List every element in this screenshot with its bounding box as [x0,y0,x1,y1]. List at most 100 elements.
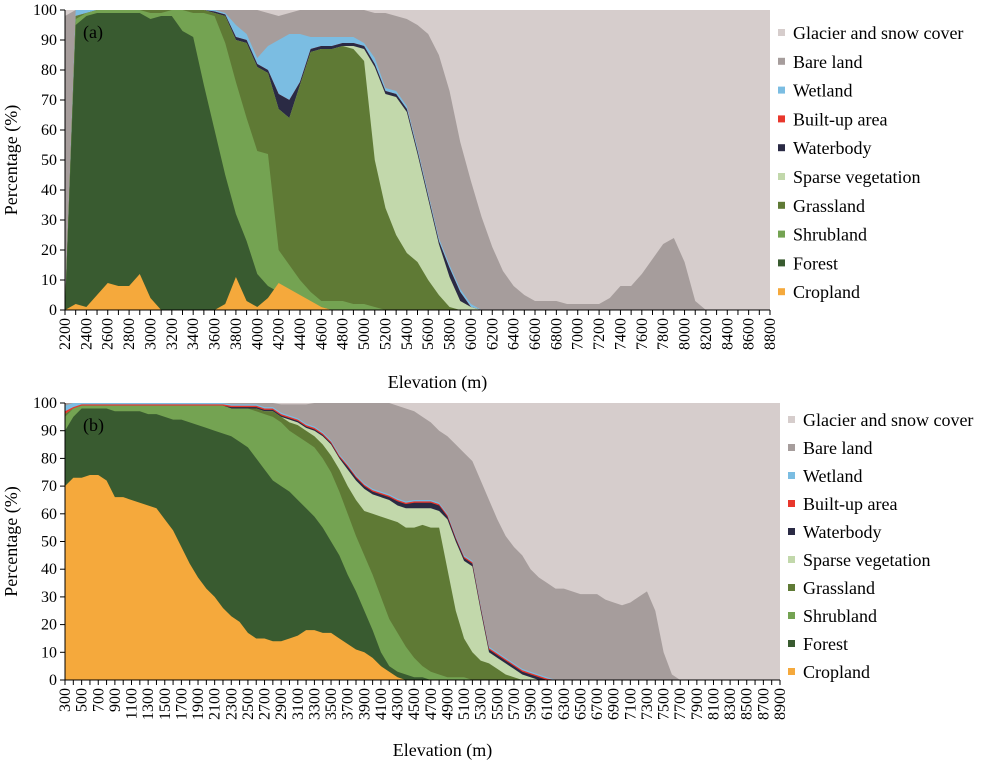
area-cropland [65,274,482,310]
legend-label-shrubland: Shrubland [803,606,877,626]
legend-swatch-sparse-vegetation [778,173,785,180]
x-tick-label: 1500 [157,688,174,720]
x-tick-label: 8300 [722,688,739,720]
x-tick-label: 3000 [142,318,159,350]
x-tick-label: 7100 [622,688,639,720]
x-tick-label: 8800 [762,318,779,350]
stacked-area-chart-b: 0 10 20 30 40 50 60 70 80 90 100 300 500 700 900 1100 13… [1,395,973,761]
x-tick-label: 5900 [523,688,540,720]
x-tick-label: 6500 [572,688,589,720]
y-tick-label: 10 [41,644,57,661]
stacked-area-chart-a: 0 10 20 30 40 50 60 70 80 90 100 2200 2400 2600 2800 30… [1,2,963,392]
legend-swatch-forest [778,259,785,267]
x-tick-label: 300 [57,688,74,712]
y-tick-label: 70 [41,478,57,495]
x-tick-label: 7200 [591,318,608,350]
x-tick-label: 5000 [356,318,373,350]
y-tick-label: 60 [41,122,57,139]
x-tick-label: 6900 [606,688,623,720]
legend-swatch-sparse-vegetation [788,556,795,563]
y-tick-label: 0 [49,672,57,689]
y-axis-title: Percentage (%) [1,486,22,596]
legend-label-waterbody: Waterbody [793,138,872,158]
x-tick-label: 1900 [190,688,207,720]
legend-label-shrubland: Shrubland [793,225,867,245]
legend-label-glacier-and-snow-cover: Glacier and snow cover [803,410,973,430]
x-tick-label: 4200 [271,318,288,350]
x-tick-label: 6700 [589,688,606,720]
x-tick-label: 8200 [698,318,715,350]
x-tick-label: 700 [90,688,107,712]
legend-swatch-waterbody [788,528,795,535]
x-tick-label: 3800 [228,318,245,350]
x-tick-label: 6200 [484,318,501,350]
x-tick-label: 5100 [456,688,473,720]
y-tick-label: 70 [41,92,57,109]
legend-label-sparse-vegetation: Sparse vegetation [793,167,920,187]
legend-swatch-built-up-area [778,115,785,123]
y-tick-label: 100 [33,395,57,412]
x-tick-label: 1700 [173,688,190,720]
area-forest [65,13,482,310]
x-tick-label: 2100 [207,688,224,720]
legend-swatch-shrubland [788,612,795,619]
x-tick-label: 4500 [406,688,423,720]
x-tick-label: 7000 [570,318,587,350]
x-tick-label: 3200 [164,318,181,350]
x-tick-label: 3900 [356,688,373,720]
legend-swatch-shrubland [778,230,785,238]
legend-label-wetland: Wetland [803,466,863,486]
x-tick-label: 4300 [390,688,407,720]
x-tick-label: 6000 [463,318,480,350]
legend-swatch-grassland [778,201,785,209]
x-tick-label: 8900 [772,688,789,720]
x-tick-label: 5200 [377,318,394,350]
x-tick-label: 2800 [121,318,138,350]
area-cropland [65,475,556,680]
x-tick-label: 2700 [257,688,274,720]
x-tick-label: 7900 [689,688,706,720]
x-tick-label: 2900 [273,688,290,720]
y-tick-label: 50 [41,534,57,551]
legend-label-bare-land: Bare land [803,438,872,458]
x-tick-label: 500 [74,688,91,712]
x-tick-label: 1100 [124,688,141,719]
legend-label-built-up-area: Built-up area [803,494,897,514]
legend-swatch-waterbody [778,144,785,152]
panel-label: (b) [83,415,104,436]
x-tick-label: 3100 [290,688,307,720]
x-tick-label: 8000 [677,318,694,350]
legend-swatch-wetland [788,472,795,479]
legend-swatch-glacier-and-snow-cover [778,29,785,36]
x-tick-label: 7500 [656,688,673,720]
y-tick-label: 20 [41,617,57,634]
y-tick-label: 60 [41,506,57,523]
y-axis-title: Percentage (%) [1,105,22,215]
x-tick-label: 4100 [373,688,390,720]
x-tick-label: 6300 [556,688,573,720]
chart-panel-b: 0 10 20 30 40 50 60 70 80 90 100 300 500 700 900 1100 13… [0,392,1000,762]
y-tick-label: 90 [41,32,57,49]
y-tick-label: 10 [41,272,57,289]
legend-swatch-bare-land [788,444,795,451]
legend-label-forest: Forest [793,253,838,273]
x-tick-label: 4700 [423,688,440,720]
x-tick-label: 4800 [335,318,352,350]
x-tick-label: 5800 [442,318,459,350]
legend-swatch-cropland [788,668,795,675]
x-tick-label: 7800 [655,318,672,350]
x-tick-label: 5500 [489,688,506,720]
x-tick-label: 4900 [439,688,456,720]
x-tick-label: 7600 [634,318,651,350]
legend-swatch-wetland [778,86,785,94]
y-tick-label: 40 [41,561,57,578]
x-tick-label: 8400 [719,318,736,350]
legend-label-grassland: Grassland [803,578,875,598]
x-tick-label: 6400 [506,318,523,350]
legend-swatch-grassland [788,584,795,591]
x-tick-label: 8700 [755,688,772,720]
x-tick-label: 7700 [672,688,689,720]
x-tick-label: 3500 [323,688,340,720]
x-tick-label: 6600 [527,318,544,350]
legend-label-bare-land: Bare land [793,52,862,72]
